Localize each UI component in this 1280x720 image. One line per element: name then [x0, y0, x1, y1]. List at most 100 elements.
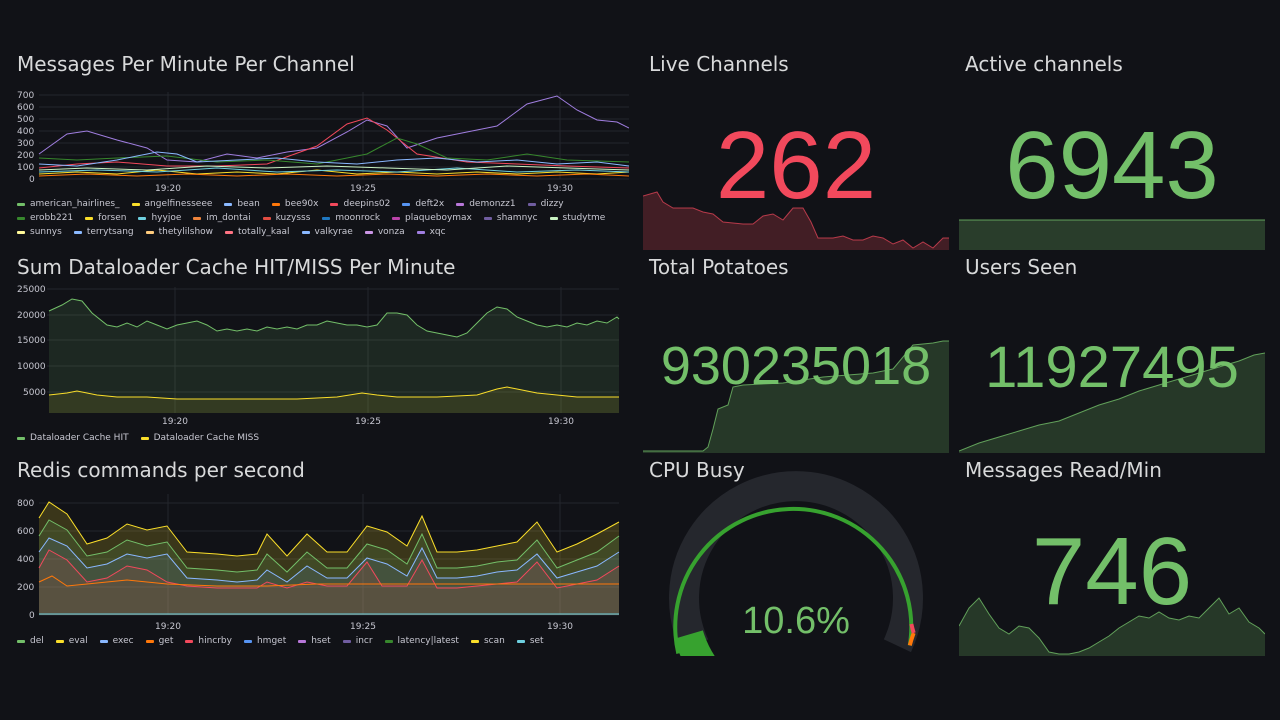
legend-item[interactable]: vonza — [364, 227, 405, 237]
legend-swatch — [330, 202, 339, 206]
area-del — [39, 520, 619, 615]
legend-item[interactable]: plaqueboymax — [392, 213, 472, 223]
legend-item[interactable]: bean — [224, 199, 260, 209]
messages-read-panel[interactable]: Messages Read/Min 746 — [959, 458, 1265, 656]
legend-item[interactable]: set — [516, 636, 544, 646]
legend-item[interactable]: erobb221 — [17, 213, 73, 223]
redis-commands-panel[interactable]: Redis commands per second 800 600 400 20… — [17, 458, 629, 650]
legend-swatch — [138, 216, 147, 220]
legend-swatch — [185, 639, 194, 643]
x-axis: 19:20 19:25 19:30 — [162, 417, 574, 427]
legend-item[interactable]: exec — [99, 636, 134, 646]
legend-swatch — [416, 230, 425, 234]
redis-chart[interactable]: 800 600 400 200 0 19:20 19:25 19:30 — [17, 490, 629, 640]
legend-item[interactable]: im_dontai — [193, 213, 251, 223]
legend-item[interactable]: hincrby — [185, 636, 232, 646]
legend-swatch — [99, 639, 108, 643]
legend-item[interactable]: eval — [55, 636, 88, 646]
miss-area — [49, 387, 619, 413]
legend-item[interactable]: terrytsang — [73, 227, 134, 237]
messages-read-value: 746 — [1031, 518, 1193, 625]
legend-item[interactable]: moonrock — [322, 213, 380, 223]
legend-label: bee90x — [284, 199, 319, 209]
legend-swatch — [516, 639, 525, 643]
legend-label: hset — [311, 636, 331, 646]
legend-item[interactable]: Dataloader Cache MISS — [140, 433, 260, 443]
dataloader-cache-panel[interactable]: Sum Dataloader Cache HIT/MISS Per Minute… — [17, 255, 629, 447]
legend-label: thetylilshow — [158, 227, 214, 237]
y-tick: 15000 — [17, 336, 46, 346]
users-seen-panel[interactable]: Users Seen 11927495 — [959, 255, 1265, 453]
miss-line — [48, 386, 619, 400]
legend-label: im_dontai — [206, 213, 251, 223]
legend-item[interactable]: kuzysss — [262, 213, 310, 223]
legend-item[interactable]: hmget — [243, 636, 286, 646]
hit-line — [48, 298, 620, 338]
legend-item[interactable]: incr — [342, 636, 373, 646]
legend-item[interactable]: Dataloader Cache HIT — [17, 433, 129, 443]
legend-item[interactable]: sunnys — [17, 227, 62, 237]
panel-title: Total Potatoes — [649, 255, 789, 279]
legend-label: moonrock — [335, 213, 381, 223]
legend-item[interactable]: dizzy — [527, 199, 564, 209]
legend-item[interactable]: thetylilshow — [145, 227, 214, 237]
legend-item[interactable]: demonzz1 — [456, 199, 516, 209]
panel-title: Active channels — [965, 52, 1123, 76]
legend-item[interactable]: bee90x — [271, 199, 319, 209]
messages-read-sparkline — [959, 597, 1265, 656]
legend-swatch — [271, 202, 280, 206]
total-potatoes-value: 930235018 — [660, 336, 932, 396]
x-tick: 19:30 — [547, 184, 573, 194]
legend-swatch — [298, 639, 307, 643]
legend-item[interactable]: forsen — [85, 213, 126, 223]
legend-label: sunnys — [30, 227, 62, 237]
legend-item[interactable]: deepins02 — [330, 199, 390, 209]
legend-item[interactable]: shamnyc — [483, 213, 538, 223]
messages-legend: american_hairlines_ angelfinesseee bean bee… — [17, 199, 629, 237]
messages-per-minute-panel[interactable]: Messages Per Minute Per Channel 700 600 … — [17, 52, 629, 247]
legend-label: latency|latest — [397, 636, 459, 646]
total-potatoes-panel[interactable]: Total Potatoes 930235018 — [643, 255, 949, 453]
line-eval — [38, 501, 620, 557]
legend-item[interactable]: xqc — [416, 227, 446, 237]
legend-item[interactable]: studytme — [549, 213, 605, 223]
panel-title: Sum Dataloader Cache HIT/MISS Per Minute — [17, 255, 456, 279]
legend-swatch — [549, 216, 558, 220]
y-tick: 200 — [17, 583, 34, 593]
live-channels-panel[interactable]: Live Channels 262 — [643, 52, 949, 250]
legend-item[interactable]: american_hairlines_ — [17, 199, 120, 209]
legend-swatch — [392, 216, 401, 220]
legend-item[interactable]: totally_kaal — [225, 227, 290, 237]
legend-item[interactable]: hset — [298, 636, 331, 646]
y-tick: 800 — [17, 499, 34, 509]
legend-item[interactable]: get — [145, 636, 173, 646]
panel-title: Live Channels — [649, 52, 789, 76]
legend-item[interactable]: valkyrae — [301, 227, 353, 237]
legend-swatch — [140, 436, 149, 440]
legend-item[interactable]: deft2x — [402, 199, 444, 209]
legend-item[interactable]: del — [17, 636, 44, 646]
dataloader-chart[interactable]: 25000 20000 15000 10000 5000 19:20 19:25… — [17, 283, 629, 433]
legend-label: dizzy — [540, 199, 564, 209]
y-tick: 200 — [17, 151, 34, 161]
legend-item[interactable]: angelfinesseee — [131, 199, 213, 209]
legend-item[interactable]: latency|latest — [384, 636, 459, 646]
cpu-busy-panel[interactable]: CPU Busy 10.6% — [643, 458, 949, 656]
legend-label: plaqueboymax — [405, 213, 472, 223]
legend-item[interactable]: hyyjoe — [138, 213, 181, 223]
x-tick: 19:25 — [350, 622, 376, 632]
gauge-fill — [674, 629, 715, 656]
y-tick: 700 — [17, 91, 34, 101]
active-channels-panel[interactable]: Active channels 6943 — [959, 52, 1265, 250]
line-del — [38, 519, 620, 573]
legend-label: demonzz1 — [469, 199, 516, 209]
legend-swatch — [301, 230, 310, 234]
area-exec — [39, 538, 619, 615]
legend-label: Dataloader Cache MISS — [153, 433, 260, 443]
legend-item[interactable]: scan — [470, 636, 505, 646]
live-channels-value: 262 — [715, 112, 877, 219]
legend-label: del — [30, 636, 44, 646]
messages-chart[interactable]: 700 600 500 400 300 200 100 0 1 — [17, 88, 629, 228]
x-tick: 19:20 — [155, 184, 181, 194]
legend-label: angelfinesseee — [144, 199, 213, 209]
